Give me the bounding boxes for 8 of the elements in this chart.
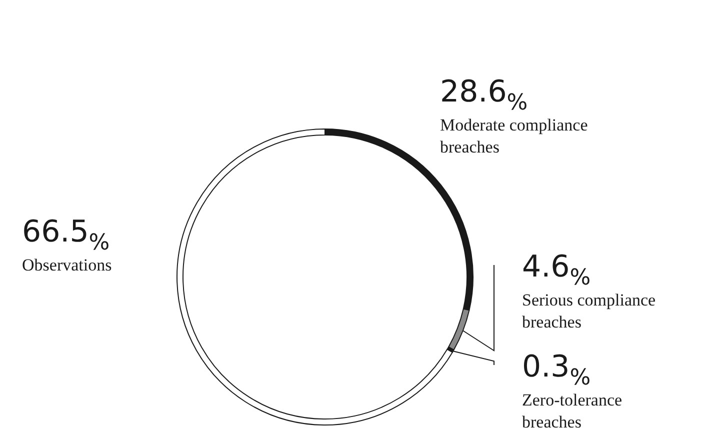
slice-label: Moderate compliance breaches [440, 116, 588, 156]
slice-label: Serious compliance breaches [522, 290, 656, 332]
slice-label: Zero-tolerance breaches [522, 390, 622, 432]
data-label: 66.5% [22, 214, 110, 256]
slice-label: Observations [22, 256, 112, 274]
data-label: 4.6% [522, 250, 591, 290]
data-label: 0.3% [522, 350, 591, 390]
data-label: 28.6% [440, 74, 528, 116]
